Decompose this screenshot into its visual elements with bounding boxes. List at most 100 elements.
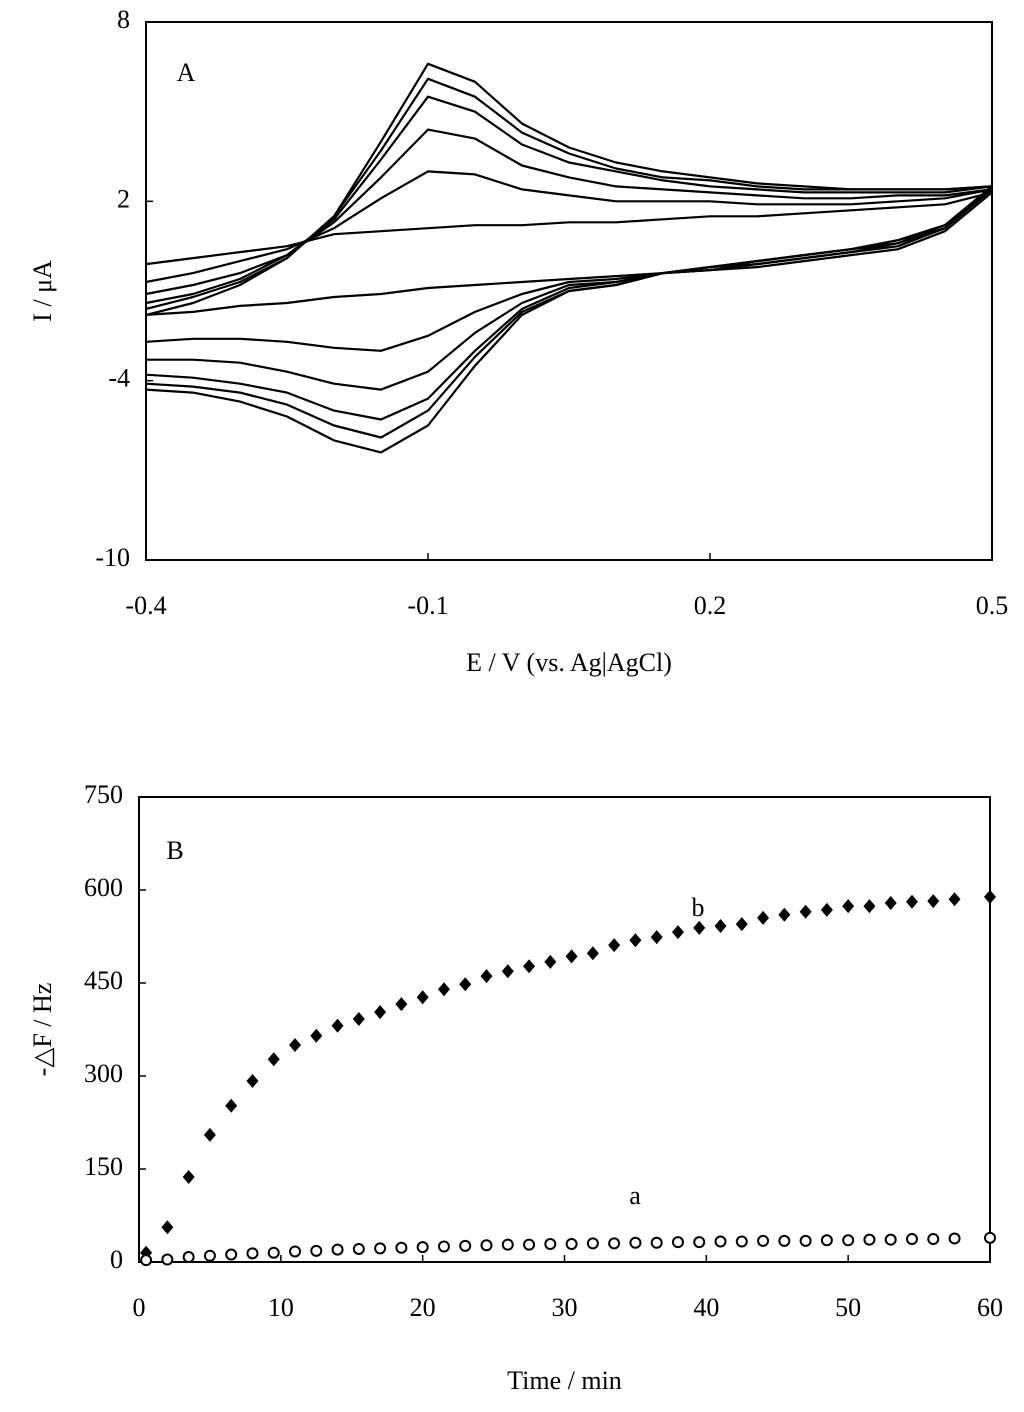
- data-point: [608, 938, 621, 953]
- data-point: [310, 1028, 323, 1043]
- data-point: [203, 1249, 216, 1262]
- data-point: [650, 930, 663, 945]
- y-tick-label: 8: [117, 5, 130, 34]
- data-point: [650, 1236, 663, 1249]
- x-tick-label: 0.2: [694, 591, 727, 620]
- data-point: [863, 1233, 876, 1246]
- data-point: [480, 969, 493, 984]
- cv-curve: [145, 128, 994, 391]
- data-point: [693, 920, 706, 935]
- data-point: [289, 1038, 302, 1052]
- data-point: [948, 892, 961, 907]
- data-point: [246, 1247, 259, 1260]
- data-point: [778, 907, 791, 922]
- y-tick-label: 2: [117, 184, 130, 213]
- x-tick-label: 50: [835, 1293, 861, 1322]
- data-point: [161, 1253, 174, 1266]
- data-point: [948, 1232, 961, 1245]
- data-point: [437, 1240, 450, 1253]
- y-tick-label: 150: [84, 1152, 123, 1181]
- x-tick-label: 20: [410, 1293, 436, 1322]
- x-tick-label: -0.1: [407, 591, 448, 620]
- data-point: [629, 1236, 642, 1249]
- data-point: [352, 1242, 365, 1255]
- y-tick-label: 750: [84, 780, 123, 809]
- x-tick-label: -0.4: [125, 591, 166, 620]
- panel: -10 -4 2 8 -0.4 -0.1 0.2 0.5 E / V (vs. Ag|AgCl)…: [28, 5, 1008, 677]
- data-point: [225, 1098, 238, 1113]
- data-point: [203, 1127, 216, 1142]
- data-point: [246, 1073, 259, 1088]
- data-point: [182, 1251, 195, 1264]
- y-tick-label: 450: [84, 966, 123, 995]
- x-tick-label: 0: [133, 1293, 146, 1322]
- data-point: [757, 1234, 770, 1247]
- data-point: [289, 1245, 302, 1258]
- panel: 0 150 300 450 600 750 0 10 20 30 40 50 60 Time / min -…: [28, 780, 1003, 1395]
- x-axis-title: E / V (vs. Ag|AgCl): [466, 648, 672, 677]
- data-point: [905, 1233, 918, 1246]
- y-tick-label: 0: [110, 1245, 123, 1274]
- data-point: [586, 1237, 599, 1250]
- y-tick-label: 600: [84, 873, 123, 902]
- data-point: [799, 904, 812, 919]
- cv-curve: [145, 62, 994, 454]
- data-point: [523, 1238, 536, 1251]
- data-point: [523, 959, 536, 974]
- data-point: [459, 977, 472, 992]
- y-axis-title: -△F / Hz: [28, 983, 57, 1077]
- data-point: [331, 1018, 344, 1033]
- series-label: b: [692, 893, 705, 922]
- y-tick-label: -10: [95, 543, 130, 572]
- data-point: [842, 1234, 855, 1247]
- data-point: [374, 1005, 387, 1020]
- data-point: [820, 902, 833, 917]
- x-tick-label: 60: [977, 1293, 1003, 1322]
- data-point: [225, 1248, 238, 1261]
- data-point: [884, 1233, 897, 1246]
- plot-frame: [145, 21, 993, 561]
- panel-label: B: [166, 836, 183, 865]
- data-point: [799, 1234, 812, 1247]
- data-point: [778, 1234, 791, 1247]
- data-point: [352, 1011, 365, 1026]
- x-axis-title: Time / min: [507, 1366, 622, 1395]
- cv-curve: [145, 95, 994, 421]
- data-point: [565, 1238, 578, 1251]
- data-point: [416, 1241, 429, 1254]
- data-point: [884, 896, 897, 911]
- data-point: [757, 910, 770, 925]
- data-point: [480, 1239, 493, 1252]
- data-point: [395, 1241, 408, 1254]
- plot-frame: [138, 796, 991, 1263]
- data-point: [437, 982, 450, 997]
- data-point: [565, 949, 578, 964]
- data-point: [586, 946, 599, 961]
- data-point: [927, 894, 940, 909]
- data-point: [331, 1243, 344, 1256]
- data-point: [735, 1235, 748, 1248]
- data-point: [267, 1052, 280, 1067]
- data-point: [984, 1231, 996, 1244]
- data-point: [984, 889, 996, 904]
- data-point: [608, 1237, 621, 1250]
- data-point: [310, 1244, 323, 1257]
- series-label: a: [629, 1181, 641, 1210]
- y-tick-label: -4: [108, 364, 130, 393]
- data-point: [501, 964, 514, 979]
- data-point: [182, 1170, 195, 1185]
- data-point: [140, 1254, 153, 1267]
- y-axis-title: I / μA: [28, 260, 57, 322]
- data-point: [671, 925, 684, 940]
- x-tick-label: 0.5: [976, 591, 1009, 620]
- data-point: [693, 1236, 706, 1249]
- x-tick-label: 10: [268, 1293, 294, 1322]
- panel-label: A: [177, 58, 196, 87]
- cv-curve: [145, 77, 994, 439]
- data-point: [267, 1246, 280, 1259]
- data-point: [459, 1239, 472, 1252]
- data-point: [395, 997, 408, 1012]
- y-tick-label: 300: [84, 1059, 123, 1088]
- data-point: [820, 1234, 833, 1247]
